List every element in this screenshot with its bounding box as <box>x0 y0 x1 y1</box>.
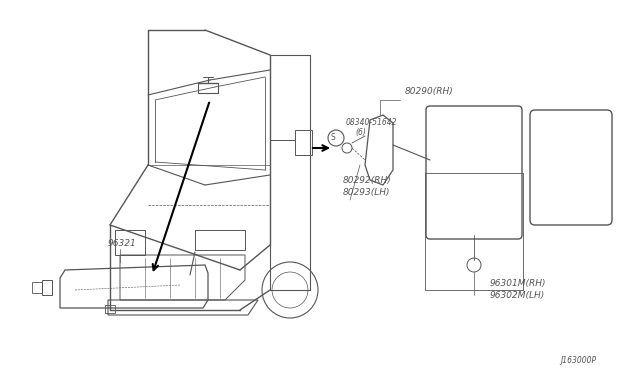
Text: J163000P: J163000P <box>560 356 596 365</box>
Text: 80290(RH): 80290(RH) <box>405 87 454 96</box>
Text: 96302M(LH): 96302M(LH) <box>490 291 545 300</box>
Text: 96321: 96321 <box>108 239 137 248</box>
Bar <box>425 173 523 290</box>
Text: 80292(RH): 80292(RH) <box>343 176 392 185</box>
Text: S: S <box>331 134 335 142</box>
Text: 80293(LH): 80293(LH) <box>343 188 390 197</box>
Text: 08340-51642: 08340-51642 <box>346 118 397 127</box>
Text: (6): (6) <box>355 128 366 137</box>
Text: 96301M(RH): 96301M(RH) <box>490 279 547 288</box>
